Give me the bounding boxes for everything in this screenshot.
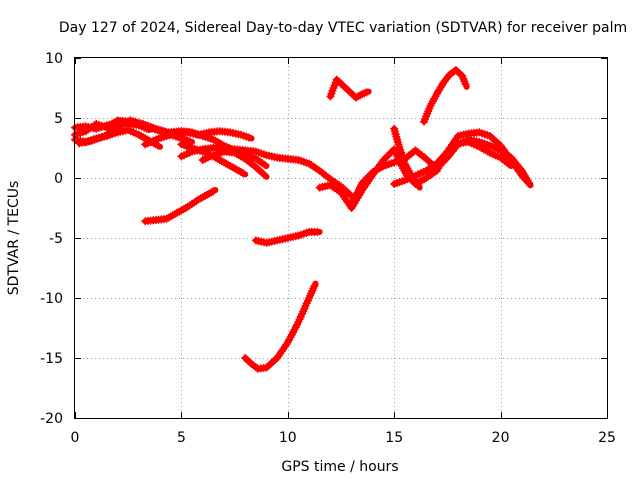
markers-pass-17 bbox=[420, 66, 470, 126]
grid bbox=[75, 58, 607, 418]
x-tick-label: 25 bbox=[598, 430, 616, 446]
plus-marker bbox=[414, 181, 422, 190]
plus-marker bbox=[260, 170, 269, 179]
x-tick-label: 10 bbox=[279, 430, 297, 446]
plus-marker bbox=[358, 178, 367, 187]
plus-marker bbox=[245, 133, 253, 142]
plus-marker bbox=[383, 152, 392, 161]
axis-ticks: 0 5 10 15 20 25 -20 -15 -10 -5 0 5 10 bbox=[40, 51, 616, 446]
plus-marker bbox=[313, 228, 322, 236]
y-tick-label: -15 bbox=[40, 351, 63, 367]
plus-marker bbox=[209, 187, 218, 196]
x-tick-label: 0 bbox=[71, 430, 80, 446]
markers-pass-16 bbox=[326, 75, 371, 102]
plus-marker bbox=[362, 88, 371, 97]
x-tick-label: 5 bbox=[177, 430, 186, 446]
plus-marker bbox=[260, 160, 269, 169]
y-axis-label: SDTVAR / TECUs bbox=[6, 181, 22, 296]
y-tick-label: -5 bbox=[49, 231, 63, 247]
plus-marker bbox=[386, 148, 395, 157]
y-tick-label: 0 bbox=[54, 171, 63, 187]
data-series bbox=[71, 66, 534, 373]
markers-pass-11 bbox=[241, 282, 319, 373]
markers-pass-9 bbox=[141, 187, 218, 226]
plus-marker bbox=[363, 173, 372, 182]
markers-pass-15 bbox=[390, 138, 514, 188]
y-tick-label: 10 bbox=[45, 51, 63, 67]
x-tick-label: 15 bbox=[385, 430, 403, 446]
plus-marker bbox=[365, 171, 374, 180]
y-tick-label: -20 bbox=[40, 411, 63, 427]
x-axis-label: GPS time / hours bbox=[281, 459, 398, 475]
plus-marker bbox=[360, 177, 369, 185]
y-tick-label: 5 bbox=[54, 111, 63, 127]
plus-marker bbox=[381, 154, 390, 163]
plus-marker bbox=[239, 169, 248, 178]
plus-marker bbox=[505, 160, 514, 169]
series-pass-13 bbox=[348, 136, 534, 208]
plus-marker bbox=[310, 282, 319, 290]
plot-frame bbox=[74, 57, 608, 419]
chart-title: Day 127 of 2024, Sidereal Day-to-day VTE… bbox=[59, 20, 627, 36]
plus-marker bbox=[384, 150, 393, 159]
plus-marker bbox=[154, 141, 162, 150]
y-tick-label: -10 bbox=[40, 291, 63, 307]
markers-pass-10 bbox=[251, 228, 322, 247]
plus-marker bbox=[345, 190, 354, 199]
plus-marker bbox=[461, 80, 470, 89]
plus-marker bbox=[525, 178, 533, 187]
markers-pass-13 bbox=[347, 135, 533, 209]
x-tick-label: 20 bbox=[492, 430, 510, 446]
plus-marker bbox=[361, 175, 370, 184]
markers-pass-5 bbox=[141, 127, 253, 149]
markers-pass-8 bbox=[198, 147, 269, 179]
